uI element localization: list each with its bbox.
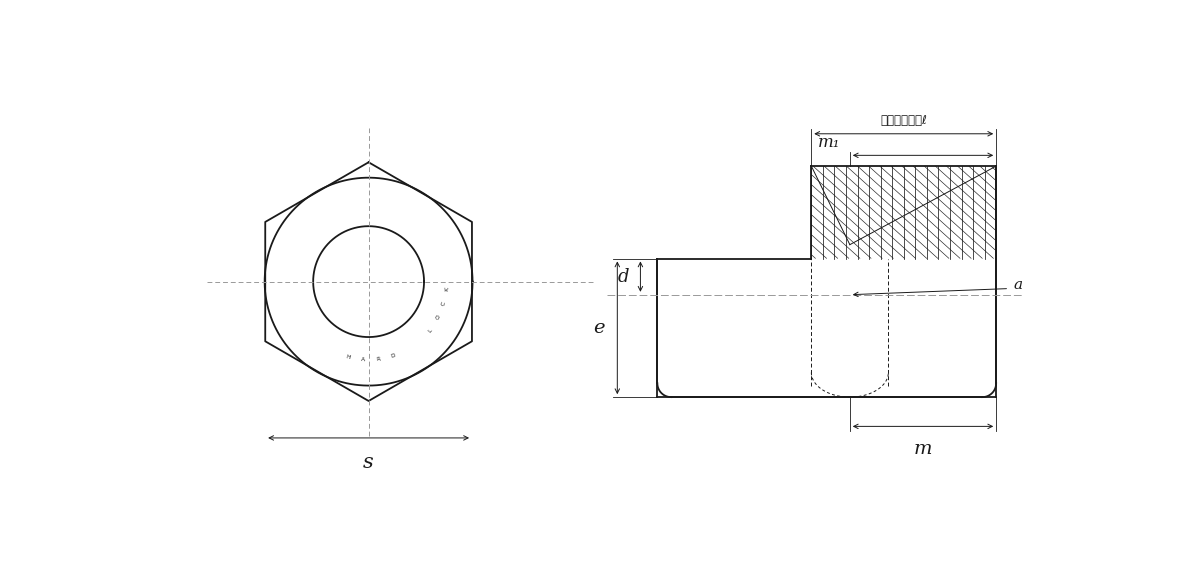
Text: H: H xyxy=(346,355,352,360)
Text: m: m xyxy=(913,440,932,458)
Text: D: D xyxy=(390,353,396,359)
Text: s: s xyxy=(364,453,374,472)
Text: m₁: m₁ xyxy=(818,134,841,151)
Text: d: d xyxy=(618,267,630,285)
Text: セットの高さℓ: セットの高さℓ xyxy=(881,114,928,127)
Text: O: O xyxy=(436,314,442,321)
Text: C: C xyxy=(442,301,448,306)
Text: e: e xyxy=(594,319,605,337)
Text: a: a xyxy=(1013,279,1022,292)
Text: A: A xyxy=(361,358,366,363)
Text: L: L xyxy=(427,328,433,333)
Text: K: K xyxy=(444,287,450,291)
Text: R: R xyxy=(376,357,380,362)
